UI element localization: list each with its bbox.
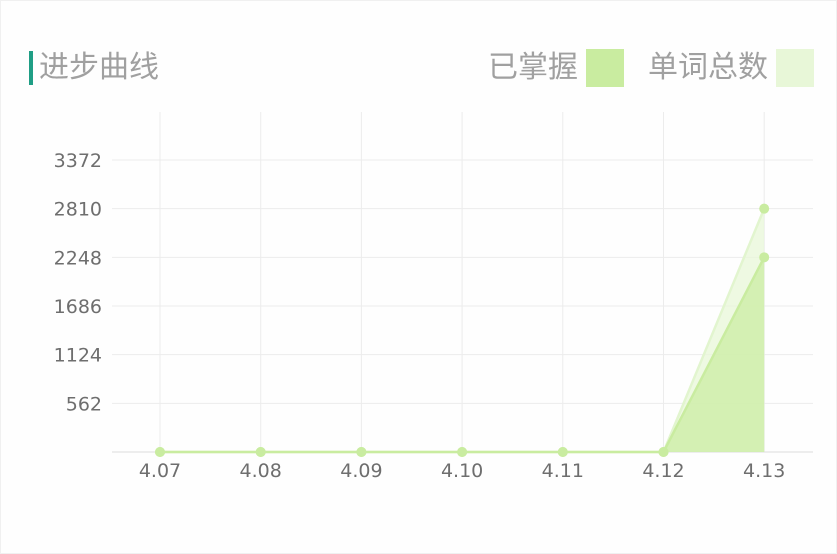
x-tick-label: 4.08 — [240, 460, 282, 482]
data-point — [256, 447, 266, 457]
x-tick-label: 4.09 — [340, 460, 382, 482]
y-tick-label: 1124 — [54, 345, 102, 367]
y-tick-label: 562 — [66, 393, 102, 415]
x-tick-label: 4.13 — [743, 460, 785, 482]
data-point — [659, 447, 669, 457]
data-point — [155, 447, 165, 457]
data-point — [759, 252, 769, 262]
y-tick-label: 1686 — [54, 296, 102, 318]
x-tick-label: 4.07 — [139, 460, 181, 482]
x-tick-label: 4.11 — [542, 460, 584, 482]
x-tick-label: 4.12 — [642, 460, 684, 482]
y-tick-label: 2248 — [54, 247, 102, 269]
y-tick-label: 3372 — [54, 150, 102, 172]
data-point — [558, 447, 568, 457]
data-point — [356, 447, 366, 457]
data-point — [759, 204, 769, 214]
x-tick-label: 4.10 — [441, 460, 483, 482]
data-point — [457, 447, 467, 457]
y-tick-label: 2810 — [54, 199, 102, 221]
